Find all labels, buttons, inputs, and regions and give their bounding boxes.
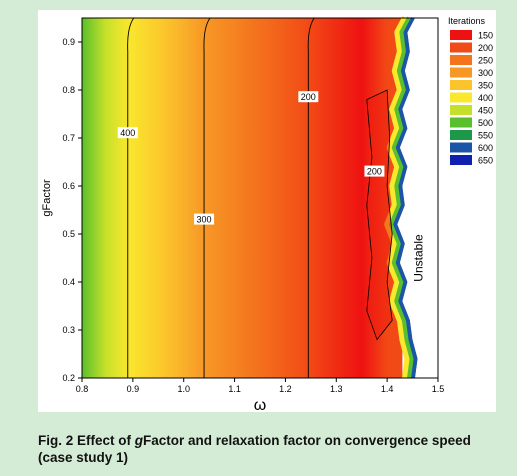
legend-label: 500 — [478, 118, 493, 128]
legend-label: 650 — [478, 156, 493, 166]
y-tick-label: 0.6 — [62, 181, 75, 191]
y-tick-label: 0.4 — [62, 277, 75, 287]
y-tick-label: 0.3 — [62, 325, 75, 335]
legend-title: Iterations — [448, 16, 486, 26]
contour-label-bg — [194, 213, 215, 225]
legend-swatch — [450, 130, 472, 140]
y-tick-label: 0.2 — [62, 373, 75, 383]
y-tick-label: 0.7 — [62, 133, 75, 143]
x-tick-label: 1.4 — [381, 384, 394, 394]
legend-swatch — [450, 67, 472, 78]
legend-label: 400 — [478, 93, 493, 103]
x-axis-title: ω — [254, 397, 267, 412]
y-tick-label: 0.9 — [62, 37, 75, 47]
annotation-unstable: Unstable — [412, 234, 426, 282]
contour-label-200: 200 — [367, 167, 382, 177]
legend-swatch — [450, 142, 472, 153]
unstable-fringe-2 — [393, 17, 418, 379]
contour-label-bg — [364, 165, 385, 177]
x-tick-label: 1.5 — [432, 384, 445, 394]
contour-label-bg — [117, 127, 138, 139]
legend-swatch — [450, 105, 472, 115]
legend-label: 150 — [478, 31, 493, 41]
contour-line-200 — [307, 17, 315, 378]
chart-panel: 400 300 200 200 Unstable 0.8 0.9 1.0 1.1 1.2 1.3 1.… — [38, 10, 496, 412]
x-tick-label: 0.9 — [127, 384, 140, 394]
contour-label-300: 300 — [197, 215, 212, 225]
figure-caption: Fig. 2 Effect of gFactor and relaxation … — [38, 432, 508, 466]
contour-200-pocket — [366, 89, 393, 341]
unstable-fringe-0 — [384, 16, 413, 379]
legend-swatch — [450, 55, 472, 65]
contour-label-bg — [298, 91, 319, 103]
contour-line-400 — [127, 17, 135, 378]
unstable-fringe-1 — [389, 16, 416, 379]
x-tick-label: 1.3 — [330, 384, 343, 394]
legend-label: 300 — [478, 68, 493, 78]
caption-italic-g: g — [134, 433, 144, 448]
y-tick-label: 0.8 — [62, 85, 75, 95]
legend-label: 250 — [478, 56, 493, 66]
legend-swatch — [450, 80, 472, 90]
x-tick-label: 0.8 — [76, 384, 89, 394]
legend-label: 600 — [478, 143, 493, 153]
legend-swatch — [450, 42, 472, 53]
y-axis-title: gFactor — [41, 179, 53, 217]
contour-chart: 400 300 200 200 Unstable 0.8 0.9 1.0 1.1 1.2 1.3 1.… — [41, 16, 493, 412]
contour-label-200: 200 — [301, 92, 316, 102]
legend-label: 450 — [478, 106, 493, 116]
legend-swatch — [450, 155, 472, 165]
x-tick-label: 1.0 — [177, 384, 190, 394]
contour-label-400: 400 — [120, 128, 135, 138]
plot-frame — [81, 17, 439, 379]
contour-line-300 — [203, 17, 211, 378]
legend-swatch — [450, 92, 472, 103]
iterations-field — [82, 18, 403, 378]
caption-prefix: Fig. 2 Effect of — [38, 433, 135, 448]
legend-label: 350 — [478, 81, 493, 91]
legend-swatch — [450, 117, 472, 128]
legend-swatch — [450, 30, 472, 40]
y-tick-label: 0.5 — [62, 229, 75, 239]
x-tick-label: 1.2 — [279, 384, 292, 394]
unstable-region — [397, 18, 438, 378]
caption-suffix: Factor and relaxation factor on converge… — [38, 433, 471, 465]
x-tick-label: 1.1 — [228, 384, 241, 394]
legend-label: 200 — [478, 43, 493, 53]
legend-label: 550 — [478, 131, 493, 141]
